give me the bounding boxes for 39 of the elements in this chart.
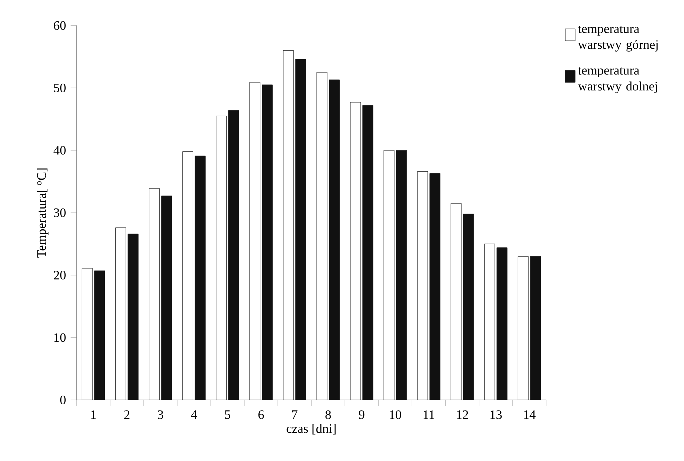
bar (195, 156, 206, 400)
bar (296, 59, 306, 400)
x-tick-label: 2 (124, 410, 130, 420)
bar (362, 106, 374, 400)
bar (262, 85, 273, 400)
y-axis-title: Temperatura[ $^{o}$C] (37, 168, 49, 258)
x-tick-label: 8 (326, 410, 332, 420)
y-tick-label: 0 (60, 396, 66, 405)
x-tick-label: 5 (225, 410, 230, 420)
y-tick-label: 10 (54, 334, 66, 342)
x-tick-label: 1 (92, 410, 96, 420)
x-tick-label: 11 (424, 410, 434, 420)
legend-label: temperatura warstwy dolnej (578, 68, 658, 94)
bar (329, 80, 340, 400)
bar (161, 196, 172, 400)
bar (396, 150, 408, 400)
x-tick-label: 7 (292, 410, 298, 420)
x-tick-label: 10 (390, 410, 402, 420)
x-tick-label: 4 (191, 410, 198, 420)
y-tick-label: 20 (54, 271, 66, 280)
bar (430, 174, 441, 400)
bar (94, 270, 106, 400)
x-tick-label: 6 (258, 410, 264, 420)
y-tick-label: 40 (54, 146, 66, 156)
text: temperatura warstwy górnej (578, 26, 658, 52)
bar (496, 248, 508, 400)
bar (228, 110, 240, 400)
bar (530, 256, 542, 400)
y-tick-label: 60 (54, 22, 66, 30)
x-tick-label: 9 (359, 410, 365, 420)
x-tick-label: 12 (457, 410, 468, 420)
x-tick-label: 13 (490, 410, 502, 420)
bar (463, 214, 474, 400)
x-axis-title: czas [dni] (286, 424, 336, 435)
x-tick-label: 14 (524, 410, 536, 420)
x-tick-label: 3 (158, 410, 164, 420)
y-tick-label: 30 (54, 208, 66, 218)
y-tick-label: 50 (54, 84, 66, 93)
bar (128, 234, 139, 400)
